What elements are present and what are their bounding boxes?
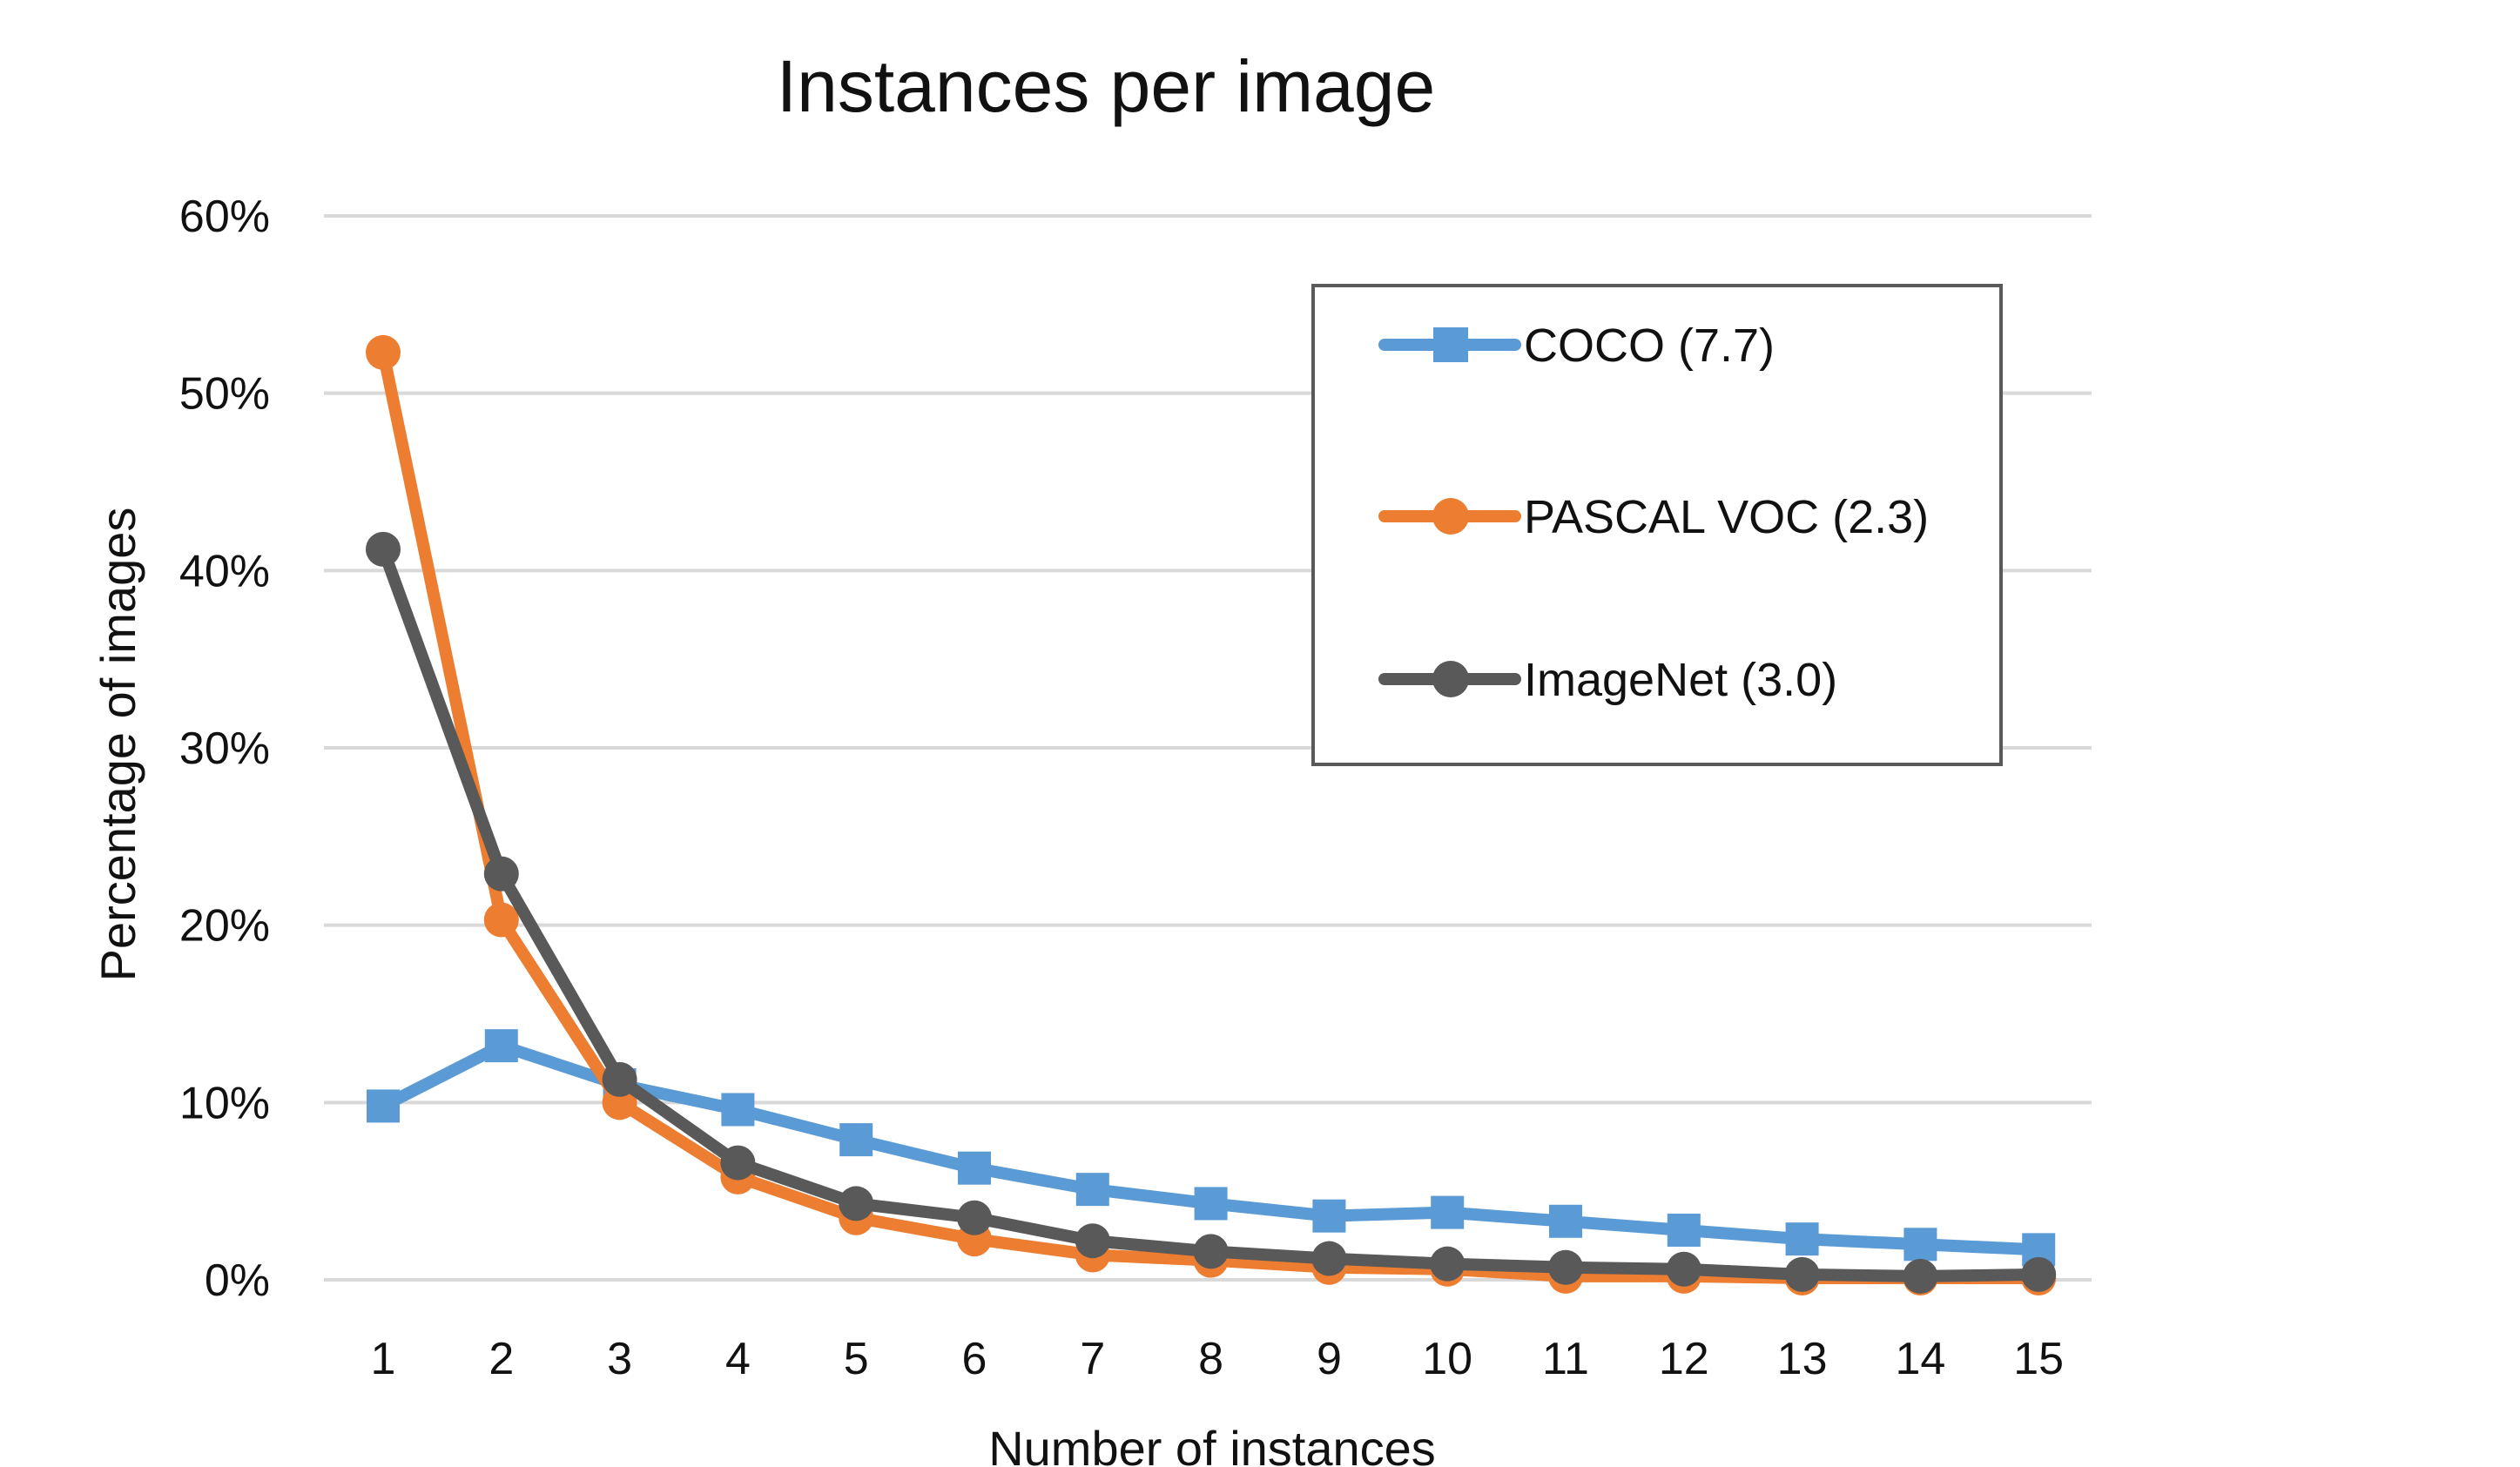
y-tick-label: 60% bbox=[179, 192, 270, 242]
data-point bbox=[1667, 1213, 1701, 1247]
x-tick-label: 8 bbox=[1198, 1334, 1223, 1384]
data-point bbox=[839, 1123, 873, 1157]
legend: COCO (7.7) PASCAL VOC (2.3) ImageNet (3.0) bbox=[1311, 284, 2003, 766]
data-point bbox=[1430, 1246, 1466, 1282]
data-point bbox=[367, 1089, 400, 1123]
data-point bbox=[1548, 1249, 1583, 1285]
data-point bbox=[483, 856, 519, 892]
legend-item: ImageNet (3.0) bbox=[1378, 654, 1837, 706]
x-tick-label: 13 bbox=[1777, 1334, 1828, 1384]
legend-label: PASCAL VOC (2.3) bbox=[1524, 491, 1929, 543]
y-tick-label: 40% bbox=[179, 546, 270, 596]
x-tick-label: 6 bbox=[962, 1334, 987, 1384]
data-point bbox=[839, 1186, 874, 1221]
x-tick-label: 2 bbox=[489, 1334, 514, 1384]
x-axis-label: Number of instances bbox=[988, 1421, 1436, 1467]
data-point bbox=[484, 1029, 518, 1063]
legend-marker bbox=[1433, 327, 1468, 362]
data-point bbox=[720, 1145, 756, 1181]
x-tick-label: 7 bbox=[1080, 1334, 1105, 1384]
legend-label: ImageNet (3.0) bbox=[1524, 654, 1837, 706]
data-point bbox=[483, 902, 519, 938]
data-point bbox=[366, 334, 401, 370]
data-point bbox=[957, 1200, 992, 1235]
x-tick-label: 9 bbox=[1317, 1334, 1342, 1384]
data-point bbox=[1193, 1234, 1229, 1269]
legend-marker bbox=[1432, 661, 1469, 697]
data-point bbox=[602, 1061, 637, 1097]
legend-item: PASCAL VOC (2.3) bbox=[1378, 491, 1929, 543]
x-tick-label: 3 bbox=[607, 1334, 632, 1384]
y-tick-label: 30% bbox=[179, 723, 270, 774]
y-tick-label: 0% bbox=[205, 1255, 270, 1306]
data-point bbox=[1785, 1222, 1819, 1256]
data-point bbox=[1784, 1256, 1820, 1292]
data-point bbox=[1431, 1195, 1465, 1229]
legend-items: COCO (7.7) PASCAL VOC (2.3) ImageNet (3.0) bbox=[1378, 320, 1929, 706]
x-tick-label: 14 bbox=[1895, 1334, 1945, 1384]
data-point bbox=[958, 1151, 991, 1185]
y-axis-ticks: 0% 10% 20% 30% 40% 50% 60% bbox=[179, 192, 270, 1306]
legend-label: COCO (7.7) bbox=[1524, 320, 1775, 372]
data-point bbox=[1549, 1204, 1582, 1238]
data-point bbox=[2021, 1256, 2057, 1292]
data-point bbox=[1311, 1241, 1347, 1276]
x-tick-label: 1 bbox=[371, 1334, 396, 1384]
data-point bbox=[721, 1093, 755, 1127]
x-tick-label: 11 bbox=[1542, 1334, 1589, 1384]
x-axis-ticks: 1 2 3 4 5 6 7 8 9 10 11 12 13 14 15 bbox=[371, 1334, 2065, 1384]
x-tick-label: 5 bbox=[844, 1334, 869, 1384]
data-point bbox=[1903, 1228, 1937, 1262]
x-tick-label: 12 bbox=[1659, 1334, 1709, 1384]
series-2 bbox=[366, 531, 2057, 1294]
y-tick-label: 50% bbox=[179, 369, 270, 420]
data-point bbox=[366, 531, 401, 567]
legend-item: COCO (7.7) bbox=[1378, 320, 1775, 372]
x-tick-label: 4 bbox=[725, 1334, 751, 1384]
y-axis-label: Percentage of images bbox=[91, 508, 145, 982]
data-point bbox=[1194, 1187, 1228, 1221]
x-tick-label: 10 bbox=[1422, 1334, 1472, 1384]
series-layer bbox=[366, 334, 2057, 1295]
chart-title: Instances per image bbox=[777, 45, 1435, 127]
data-point bbox=[1903, 1258, 1938, 1294]
data-point bbox=[1666, 1251, 1701, 1287]
x-tick-label: 15 bbox=[2013, 1334, 2064, 1384]
data-point bbox=[1075, 1223, 1110, 1259]
data-point bbox=[1312, 1199, 1346, 1233]
y-tick-label: 20% bbox=[179, 901, 270, 952]
y-tick-label: 10% bbox=[179, 1078, 270, 1128]
legend-marker bbox=[1432, 498, 1469, 535]
data-point bbox=[1075, 1173, 1109, 1207]
